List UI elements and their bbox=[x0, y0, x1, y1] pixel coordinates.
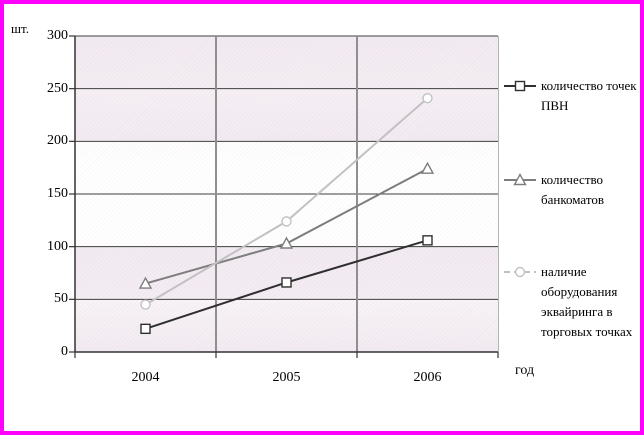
legend-item: количество точек ПВН bbox=[503, 76, 637, 116]
x-tick-label: 2006 bbox=[413, 370, 442, 385]
legend-label: наличие оборудования эквайринга в торгов… bbox=[541, 264, 633, 339]
square-marker bbox=[140, 323, 151, 335]
plot-area bbox=[69, 35, 499, 358]
x-tick-label: 2004 bbox=[131, 370, 160, 385]
triangle-marker bbox=[138, 276, 153, 289]
y-tick-label: 250 bbox=[47, 80, 68, 96]
y-tick-label: 200 bbox=[47, 133, 68, 149]
square-marker bbox=[422, 235, 433, 246]
y-axis-title: шт. bbox=[11, 21, 29, 36]
legend-label: количество точек ПВН bbox=[541, 78, 637, 113]
y-tick-label: 150 bbox=[47, 186, 68, 201]
circle-marker bbox=[281, 216, 292, 227]
series-line bbox=[144, 97, 429, 306]
y-tick-label: 100 bbox=[47, 238, 68, 254]
legend-label: количество банкоматов bbox=[541, 172, 604, 207]
square-marker bbox=[514, 80, 526, 92]
legend-item: наличие оборудования эквайринга в торгов… bbox=[503, 262, 632, 342]
circle-legend-marker-icon bbox=[504, 266, 536, 278]
triangle-legend-marker-icon bbox=[504, 173, 536, 186]
y-tick-label: 0 bbox=[61, 344, 68, 359]
x-axis-title: год bbox=[515, 363, 535, 378]
legend-item: количество банкоматов bbox=[503, 170, 604, 210]
x-tick-label: 2005 bbox=[272, 370, 301, 385]
triangle-marker bbox=[513, 173, 527, 186]
chart-canvas bbox=[69, 35, 499, 358]
triangle-marker bbox=[279, 236, 294, 249]
circle-marker bbox=[422, 92, 433, 104]
y-tick-label: 300 bbox=[47, 28, 68, 43]
triangle-marker bbox=[420, 161, 435, 174]
square-marker bbox=[281, 277, 292, 288]
square-legend-marker-icon bbox=[504, 80, 536, 92]
y-tick-label: 50 bbox=[54, 291, 68, 307]
circle-marker bbox=[140, 299, 151, 310]
circle-marker bbox=[514, 266, 526, 278]
